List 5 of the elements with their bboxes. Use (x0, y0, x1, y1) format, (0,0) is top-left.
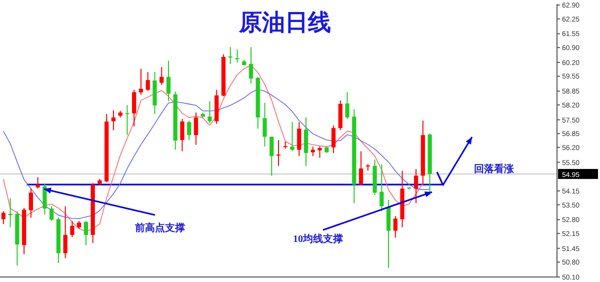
annotation: 前高点支撑 (134, 222, 185, 234)
annotation: 10均线支撑 (293, 233, 343, 245)
line-series (3, 89, 430, 219)
annotation: 回落看涨 (474, 163, 515, 175)
chart-title: 原油日线 (238, 10, 331, 35)
